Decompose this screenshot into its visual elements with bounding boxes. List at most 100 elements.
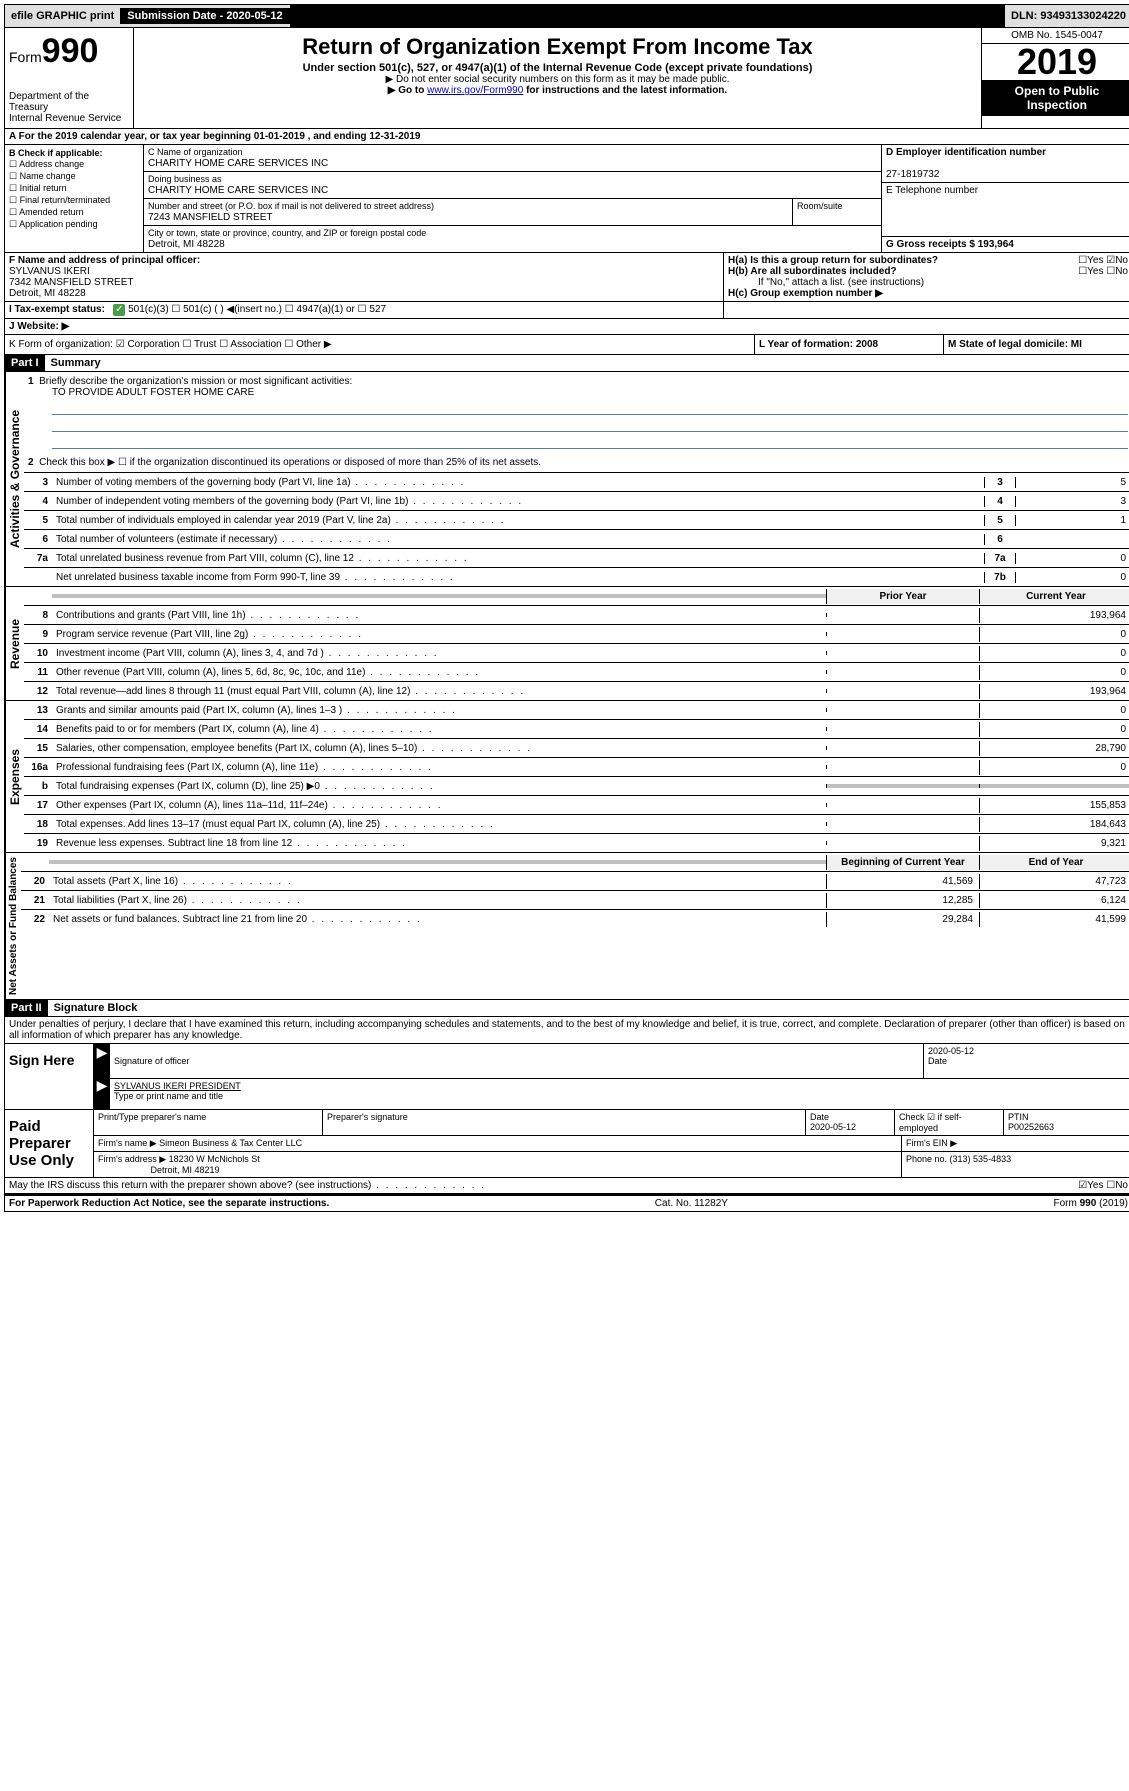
chk-final[interactable]: ☐ Final return/terminated [9, 195, 139, 206]
form-title: Return of Organization Exempt From Incom… [138, 34, 977, 60]
current-value [979, 784, 1129, 788]
line-num: 19 [24, 838, 52, 849]
line-desc: Total unrelated business revenue from Pa… [52, 551, 984, 566]
m-state: M State of legal domicile: MI [944, 335, 1129, 354]
line-code: 7b [984, 572, 1015, 583]
room-label: Room/suite [797, 201, 843, 211]
underline [52, 417, 1128, 432]
part1-title: Summary [45, 355, 107, 371]
street-row: Number and street (or P.O. box if mail i… [144, 199, 881, 226]
chk-pending[interactable]: ☐ Application pending [9, 219, 139, 230]
blank [49, 860, 826, 864]
current-value: 0 [979, 627, 1129, 642]
section-governance: Activities & Governance 1 Briefly descri… [4, 372, 1129, 587]
prep-sig-label: Preparer's signature [323, 1110, 806, 1135]
efile-label[interactable]: efile GRAPHIC print [5, 8, 121, 24]
chk-name[interactable]: ☐ Name change [9, 171, 139, 182]
part2-header: Part II Signature Block [4, 1000, 1129, 1017]
prior-value [826, 765, 979, 769]
data-line: 18 Total expenses. Add lines 13–17 (must… [24, 815, 1129, 834]
blank [52, 594, 826, 598]
current-value: 9,321 [979, 836, 1129, 851]
line-desc: Total revenue—add lines 8 through 11 (mu… [52, 684, 826, 699]
data-line: 11 Other revenue (Part VIII, column (A),… [24, 663, 1129, 682]
line-num: 9 [24, 629, 52, 640]
hb-label: H(b) Are all subordinates included? [728, 266, 897, 277]
ha-answer[interactable]: ☐Yes ☑No [1078, 255, 1128, 266]
sig-officer-label: Signature of officer [114, 1056, 189, 1066]
form-number: 990 [42, 32, 99, 70]
form-label: Form [9, 49, 42, 65]
line-num: 12 [24, 686, 52, 697]
arrow-icon: ▶▶ [94, 1044, 110, 1109]
current-value: 6,124 [979, 893, 1129, 908]
part2-label: Part II [5, 1000, 48, 1016]
data-line: 12 Total revenue—add lines 8 through 11 … [24, 682, 1129, 700]
paid-label: Paid Preparer Use Only [5, 1110, 94, 1177]
line-num: 6 [24, 534, 52, 545]
officer-name: SYLVANUS IKERI [9, 266, 90, 277]
col-c: C Name of organization CHARITY HOME CARE… [144, 145, 881, 252]
gov-line: Net unrelated business taxable income fr… [24, 568, 1129, 586]
label-revenue: Revenue [5, 587, 24, 700]
hb-answer[interactable]: ☐Yes ☐No [1078, 266, 1128, 277]
label-expenses: Expenses [5, 701, 24, 852]
dba-label: Doing business as [148, 174, 222, 184]
firm-phone: Phone no. (313) 535-4833 [902, 1152, 1129, 1177]
label-governance: Activities & Governance [5, 372, 24, 586]
prior-value [826, 613, 979, 617]
firm-city: Detroit, MI 48219 [151, 1165, 220, 1175]
firm-addr-label: Firm's address ▶ [98, 1154, 166, 1164]
chk-address[interactable]: ☐ Address change [9, 159, 139, 170]
prior-value [826, 784, 979, 788]
l-year: L Year of formation: 2008 [755, 335, 944, 354]
k-form-org[interactable]: K Form of organization: ☑ Corporation ☐ … [5, 335, 755, 354]
prior-value [826, 727, 979, 731]
self-employed-check[interactable]: Check ☑ if self-employed [895, 1110, 1004, 1135]
col-begin: Beginning of Current Year [826, 855, 979, 870]
prior-value [826, 841, 979, 845]
col-current: Current Year [979, 589, 1129, 604]
col-header-row: Prior Year Current Year [24, 587, 1129, 606]
sign-here-label: Sign Here [5, 1044, 94, 1109]
row-fh: F Name and address of principal officer:… [4, 253, 1129, 302]
dept-label: Department of the Treasury [9, 91, 129, 113]
chk-initial[interactable]: ☐ Initial return [9, 183, 139, 194]
check-icon: ✓ [113, 304, 125, 316]
name-label: Type or print name and title [114, 1091, 223, 1101]
line-desc: Total expenses. Add lines 13–17 (must eq… [52, 817, 826, 832]
gov-line: 4 Number of independent voting members o… [24, 492, 1129, 511]
ein-label: D Employer identification number [886, 147, 1046, 158]
firm-name-label: Firm's name ▶ [98, 1138, 157, 1148]
section-net: Net Assets or Fund Balances Beginning of… [4, 853, 1129, 1000]
line-num: 14 [24, 724, 52, 735]
data-line: 22 Net assets or fund balances. Subtract… [21, 910, 1129, 928]
line-num: 20 [21, 876, 49, 887]
data-line: 14 Benefits paid to or for members (Part… [24, 720, 1129, 739]
line-value: 3 [1015, 496, 1129, 507]
ha-label: H(a) Is this a group return for subordin… [728, 255, 938, 266]
gov-line: 3 Number of voting members of the govern… [24, 473, 1129, 492]
discuss-answer[interactable]: ☑Yes ☐No [1078, 1180, 1128, 1191]
i-options[interactable]: 501(c)(3) ☐ 501(c) ( ) ◀(insert no.) ☐ 4… [128, 304, 386, 315]
prior-value [826, 822, 979, 826]
col-de: D Employer identification number 27-1819… [881, 145, 1129, 252]
data-line: 8 Contributions and grants (Part VIII, l… [24, 606, 1129, 625]
q1-text: Briefly describe the organization's miss… [39, 376, 352, 387]
irs-label: Internal Revenue Service [9, 113, 129, 124]
b-header: B Check if applicable: [9, 148, 103, 158]
chk-amended[interactable]: ☐ Amended return [9, 207, 139, 218]
irs-link[interactable]: www.irs.gov/Form990 [427, 85, 523, 96]
data-line: 20 Total assets (Part X, line 16) 41,569… [21, 872, 1129, 891]
row-j: J Website: ▶ [4, 319, 1129, 335]
line-desc: Grants and similar amounts paid (Part IX… [52, 703, 826, 718]
line-num: 16a [24, 762, 52, 773]
discuss-row: May the IRS discuss this return with the… [4, 1178, 1129, 1194]
prior-value: 41,569 [826, 874, 979, 889]
header-right: OMB No. 1545-0047 2019 Open to Public In… [981, 28, 1129, 128]
data-line: 21 Total liabilities (Part X, line 26) 1… [21, 891, 1129, 910]
line-num: 5 [24, 515, 52, 526]
prep-date: 2020-05-12 [810, 1122, 856, 1132]
section-expenses: Expenses 13 Grants and similar amounts p… [4, 701, 1129, 853]
line-desc: Program service revenue (Part VIII, line… [52, 627, 826, 642]
